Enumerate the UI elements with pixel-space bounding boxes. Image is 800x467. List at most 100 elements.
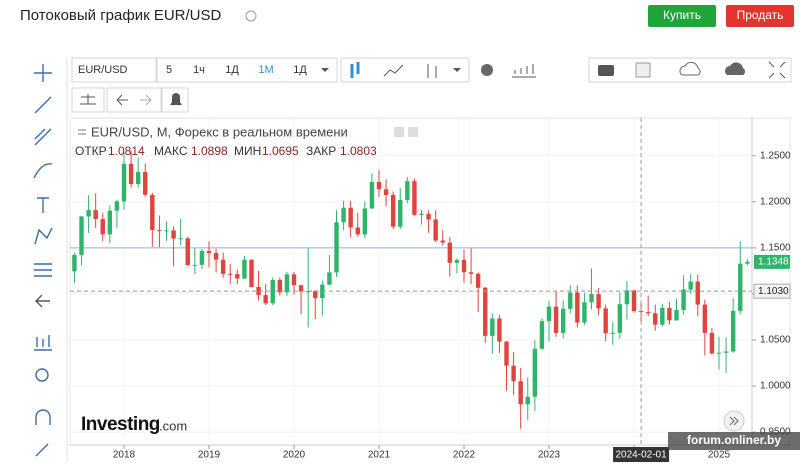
alert-icon	[170, 93, 182, 105]
candle-body	[362, 208, 368, 235]
fib-tool[interactable]	[34, 128, 52, 146]
candle-body	[164, 230, 169, 232]
dropdown[interactable]	[321, 68, 329, 72]
undo-icon[interactable]	[116, 94, 128, 106]
indicator-tool[interactable]	[34, 335, 52, 351]
chart-type-group[interactable]	[340, 57, 470, 83]
info-icon[interactable]	[245, 10, 257, 22]
legend-open-value: 1.0814	[108, 144, 145, 158]
interval[interactable]: 1ч	[193, 64, 205, 76]
candle-body	[674, 309, 679, 321]
candle-body	[730, 310, 736, 352]
candle-body	[334, 222, 339, 273]
last-price: 1.1348	[758, 257, 789, 268]
candle-body	[695, 281, 700, 305]
candle-body	[553, 306, 559, 333]
brush-tool[interactable]	[33, 163, 53, 179]
scroll-icon	[729, 416, 739, 426]
legend-low-value: 1.0695	[262, 144, 299, 158]
candle-body	[504, 341, 509, 366]
undo-redo[interactable]	[106, 87, 162, 113]
candle-body	[461, 259, 467, 273]
candle-body	[596, 294, 601, 309]
candle-body	[631, 290, 637, 312]
watermark-suffix: .com	[159, 418, 187, 433]
zoom-tool[interactable]	[35, 368, 49, 382]
sell-button[interactable]	[726, 5, 794, 27]
candle-body	[702, 304, 708, 333]
pattern-tool[interactable]	[34, 227, 53, 245]
candle-body	[575, 292, 580, 323]
line-tool[interactable]	[34, 96, 52, 114]
magnet-tool[interactable]	[35, 409, 51, 425]
back-tool[interactable]	[35, 294, 50, 308]
crosshair-date: 2024-02-01	[616, 450, 668, 461]
candle-body	[135, 171, 141, 185]
page-title: Потоковый график EUR/USD	[20, 7, 221, 24]
candle-body	[348, 207, 353, 228]
interval[interactable]: 5	[166, 64, 172, 76]
crosshair-price-badge	[753, 283, 791, 299]
settings-icon[interactable]	[408, 127, 418, 137]
candle-icon[interactable]	[350, 62, 360, 78]
redo-icon[interactable]	[140, 94, 152, 106]
visibility-icon[interactable]	[394, 127, 404, 137]
candle-body	[256, 287, 261, 296]
camera-icon[interactable]	[598, 65, 614, 76]
edit-tool[interactable]	[35, 443, 49, 457]
candle-body	[228, 273, 233, 275]
candle-body	[249, 259, 254, 288]
candle-body	[617, 304, 623, 333]
x-tick-label: 2022	[453, 450, 476, 461]
candle-body	[468, 272, 474, 274]
legend-title: EUR/USD, M, Форекс в реальном времени	[91, 124, 348, 139]
candle-body	[114, 201, 120, 211]
measure-tool[interactable]	[34, 263, 52, 277]
save-icon[interactable]	[725, 62, 746, 75]
chart-frame	[69, 117, 791, 446]
text-tool[interactable]	[37, 197, 49, 213]
candle-body	[582, 302, 587, 323]
interval[interactable]: 1Д	[293, 64, 307, 76]
candle-body	[192, 264, 198, 266]
candle-body	[660, 307, 665, 325]
legend-close-value: 1.0803	[340, 144, 377, 158]
area-icon[interactable]	[383, 64, 404, 77]
settings-icon[interactable]	[481, 64, 493, 76]
candle-body	[390, 195, 396, 227]
source-badge	[668, 432, 800, 450]
candle-body	[86, 210, 91, 217]
interval[interactable]: 1Д	[225, 64, 239, 76]
interval-active[interactable]: 1М	[258, 64, 273, 76]
left-toolbar	[33, 64, 53, 457]
fullscreen-icon[interactable]	[768, 61, 786, 79]
candle-body	[213, 253, 219, 260]
indicators-icon[interactable]	[512, 64, 536, 78]
legend: EUR/USD, M, Форекс в реальном времени ОТ…	[75, 124, 418, 158]
candle-body	[624, 290, 630, 305]
candle-body	[667, 307, 672, 321]
dropdown[interactable]	[453, 68, 461, 72]
candle-body	[454, 259, 460, 263]
candle-body	[157, 230, 162, 232]
candle-body	[263, 295, 268, 304]
y-tick-label: 1.1500	[760, 243, 791, 254]
candle-body	[235, 274, 240, 279]
scale-icon	[80, 94, 96, 105]
candle-body	[568, 292, 573, 309]
candle-body	[398, 199, 403, 227]
bar-icon[interactable]	[427, 64, 437, 78]
candle-body	[220, 259, 226, 274]
color-icon[interactable]	[635, 62, 651, 78]
crosshair-tool[interactable]	[34, 64, 52, 82]
load-icon[interactable]	[679, 61, 701, 76]
crosshair-price: 1.1030	[758, 286, 789, 297]
legend-low-label: МИН	[234, 144, 261, 158]
candle-body	[327, 272, 332, 285]
symbol-box[interactable]	[71, 57, 157, 83]
candle-body	[369, 181, 375, 209]
candle-body	[518, 381, 523, 405]
x-tick-label: 2019	[198, 450, 221, 461]
buy-button[interactable]	[648, 5, 716, 27]
